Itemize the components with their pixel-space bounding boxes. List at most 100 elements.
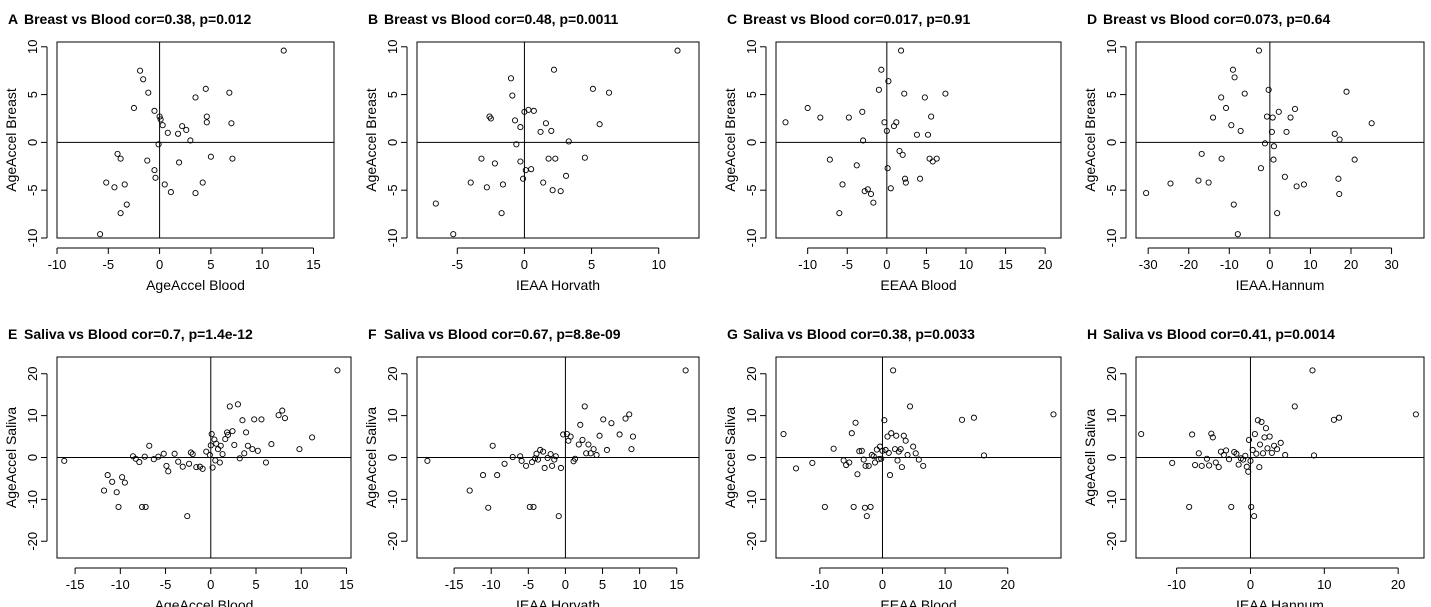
data-point <box>1234 231 1241 238</box>
data-point <box>608 420 615 427</box>
y-tick-label: 20 <box>25 367 40 381</box>
data-point <box>901 90 908 97</box>
data-point <box>581 403 588 410</box>
y-tick-label: 0 <box>25 139 40 146</box>
x-tick-label: 10 <box>1303 257 1317 272</box>
data-point <box>192 94 199 101</box>
data-point <box>192 190 199 197</box>
data-point <box>875 86 882 93</box>
data-point <box>206 451 213 459</box>
data-point <box>1412 411 1419 418</box>
y-axis-label: AgeAccel Breast <box>1082 88 1098 192</box>
data-point <box>296 446 303 453</box>
panel-title: Breast vs Blood cor=0.48, p=0.0011 <box>384 11 618 27</box>
data-point <box>229 428 236 435</box>
plot-frame <box>56 41 335 239</box>
data-point <box>870 199 877 206</box>
data-point <box>97 231 104 238</box>
y-tick-label: 0 <box>744 454 759 461</box>
data-point <box>184 513 191 520</box>
data-point <box>140 76 147 83</box>
data-point <box>596 121 603 128</box>
data-point <box>884 165 891 172</box>
data-point <box>899 151 906 158</box>
y-tick-label: 0 <box>1104 139 1119 146</box>
data-point <box>1050 411 1057 418</box>
y-tick-label: 20 <box>744 367 759 381</box>
panel-letter: H <box>1087 326 1097 342</box>
plot-frame <box>775 41 1062 239</box>
data-point <box>852 419 859 426</box>
y-tick-label: 10 <box>385 40 400 54</box>
data-point <box>865 462 872 469</box>
x-tick-label: 15 <box>339 577 353 592</box>
data-point <box>1245 436 1253 443</box>
data-point <box>151 167 158 174</box>
data-point <box>840 457 847 464</box>
data-point <box>467 179 474 186</box>
panel-letter: E <box>8 326 17 342</box>
panel-letter: G <box>727 326 738 342</box>
data-point <box>1212 459 1219 466</box>
data-point <box>494 472 501 479</box>
data-point <box>117 155 124 162</box>
data-point <box>1263 113 1271 120</box>
data-point <box>1229 66 1236 73</box>
data-point <box>902 179 909 186</box>
y-axis-label: AgeAccel Saliva <box>363 407 379 508</box>
data-point <box>1225 456 1233 463</box>
x-tick-label: 0 <box>562 577 569 592</box>
data-point <box>875 456 882 463</box>
y-tick-label: 10 <box>385 408 400 422</box>
y-tick-label: -10 <box>1104 229 1119 248</box>
data-point <box>861 188 868 195</box>
y-tick-label: 5 <box>385 91 400 98</box>
data-point <box>334 367 341 374</box>
x-tick-label: -10 <box>111 577 130 592</box>
data-point <box>1274 210 1281 217</box>
data-point <box>830 445 837 452</box>
y-tick-label: -20 <box>1104 532 1119 551</box>
y-tick-label: 20 <box>1104 367 1119 381</box>
data-point <box>478 155 485 162</box>
data-point <box>498 210 505 217</box>
data-point <box>792 465 800 472</box>
panel-title: Breast vs Blood cor=0.073, p=0.64 <box>1103 11 1330 27</box>
data-point <box>1283 128 1290 135</box>
data-point <box>912 450 919 457</box>
x-tick-label: 0 <box>521 257 528 272</box>
data-point <box>856 448 863 455</box>
data-point <box>146 442 153 449</box>
data-point <box>145 89 152 96</box>
data-point <box>575 441 582 448</box>
data-point <box>209 464 216 471</box>
data-point <box>137 67 144 74</box>
data-point <box>119 474 126 481</box>
data-point <box>1223 447 1230 454</box>
data-point <box>533 450 540 457</box>
data-point <box>1277 439 1284 446</box>
y-axis-label: AgeAccel Breast <box>722 88 738 192</box>
data-point <box>479 472 487 479</box>
data-point <box>1335 175 1342 182</box>
data-point <box>187 449 194 456</box>
data-point <box>239 417 246 424</box>
data-point <box>1245 468 1252 475</box>
panel-g: G Saliva vs Blood cor=0.38, p=0.0033 -10 0 1… <box>722 326 1062 607</box>
data-point <box>906 403 914 410</box>
data-point <box>544 454 551 461</box>
data-point <box>933 155 940 162</box>
data-point <box>208 430 215 438</box>
data-point <box>1257 441 1264 448</box>
data-point <box>164 129 171 136</box>
data-point <box>846 459 853 466</box>
panel-b: B Breast vs Blood cor=0.48, p=0.0011 -5 0 5 1… <box>363 11 700 293</box>
data-point <box>254 447 261 454</box>
data-point <box>234 401 241 408</box>
panel-d: D Breast vs Blood cor=0.073, p=0.64 -30 -20… <box>1082 11 1425 293</box>
data-point <box>1248 503 1255 510</box>
x-tick-label: 5 <box>252 577 259 592</box>
x-tick-label: 15 <box>998 257 1012 272</box>
data-point <box>450 231 457 238</box>
